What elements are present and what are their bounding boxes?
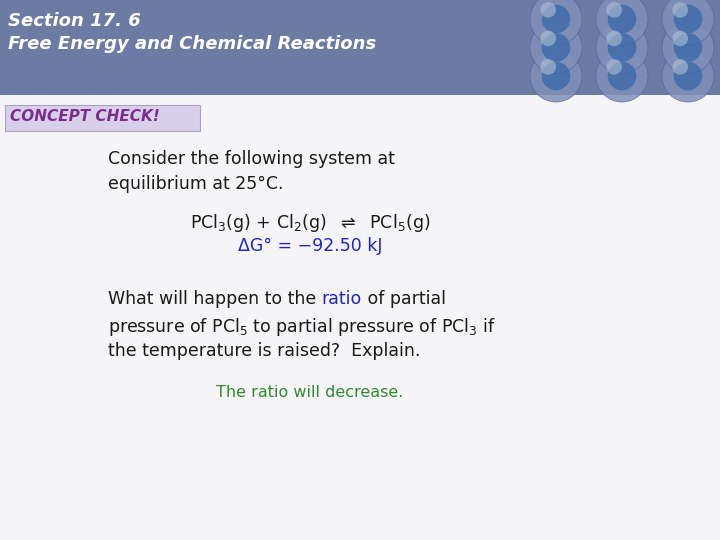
Circle shape xyxy=(662,0,714,45)
Text: Free Energy and Chemical Reactions: Free Energy and Chemical Reactions xyxy=(8,35,377,53)
Circle shape xyxy=(541,59,556,75)
Text: What will happen to the: What will happen to the xyxy=(108,290,322,308)
Circle shape xyxy=(608,33,636,62)
Circle shape xyxy=(608,62,636,90)
Text: pressure of PCl$_5$ to partial pressure of PCl$_3$ if: pressure of PCl$_5$ to partial pressure … xyxy=(108,316,495,338)
Circle shape xyxy=(674,5,702,33)
Circle shape xyxy=(672,31,688,46)
Text: CONCEPT CHECK!: CONCEPT CHECK! xyxy=(10,109,160,124)
Text: The ratio will decrease.: The ratio will decrease. xyxy=(216,385,404,400)
Circle shape xyxy=(662,22,714,73)
Circle shape xyxy=(541,5,570,33)
Circle shape xyxy=(541,62,570,90)
Text: ΔG° = −92.50 kJ: ΔG° = −92.50 kJ xyxy=(238,237,382,255)
Circle shape xyxy=(606,2,622,18)
Circle shape xyxy=(606,31,622,46)
Circle shape xyxy=(530,0,582,45)
Circle shape xyxy=(674,33,702,62)
Circle shape xyxy=(541,2,556,18)
Text: Consider the following system at: Consider the following system at xyxy=(108,150,395,168)
Text: ratio: ratio xyxy=(322,290,362,308)
Circle shape xyxy=(672,59,688,75)
Text: of partial: of partial xyxy=(362,290,446,308)
Circle shape xyxy=(541,33,570,62)
Circle shape xyxy=(596,0,648,45)
Circle shape xyxy=(608,5,636,33)
Bar xyxy=(0,0,720,95)
Text: equilibrium at 25°C.: equilibrium at 25°C. xyxy=(108,175,284,193)
Circle shape xyxy=(530,22,582,73)
Circle shape xyxy=(541,31,556,46)
Circle shape xyxy=(662,50,714,102)
Circle shape xyxy=(596,50,648,102)
Text: PCl$_3$(g) + Cl$_2$(g)  $\rightleftharpoons$  PCl$_5$(g): PCl$_3$(g) + Cl$_2$(g) $\rightleftharpoo… xyxy=(190,212,430,234)
Circle shape xyxy=(674,62,702,90)
Circle shape xyxy=(672,2,688,18)
Bar xyxy=(5,105,200,131)
Circle shape xyxy=(596,22,648,73)
Text: the temperature is raised?  Explain.: the temperature is raised? Explain. xyxy=(108,342,420,360)
Circle shape xyxy=(530,50,582,102)
Circle shape xyxy=(606,59,622,75)
Text: Section 17. 6: Section 17. 6 xyxy=(8,12,140,30)
